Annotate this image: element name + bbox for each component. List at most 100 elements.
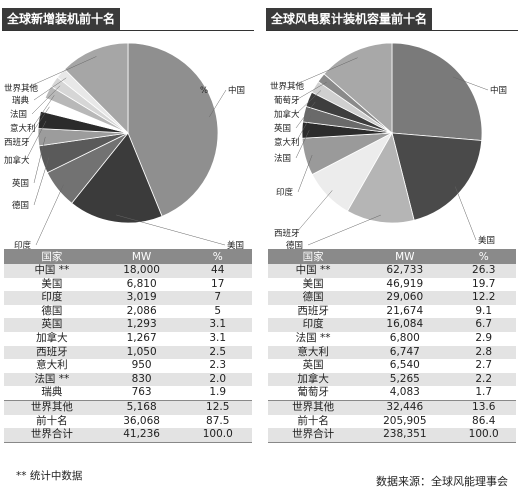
pie-label: 印度 [14, 240, 32, 249]
cell-country: 意大利 [268, 345, 359, 360]
pie-label: 世界其他 [4, 83, 39, 94]
cell-mw: 16,084 [358, 318, 452, 332]
cell-country: 世界其他 [4, 399, 100, 415]
table-row: 葡萄牙 4,083 1.7 [268, 386, 516, 401]
cell-country: 美国 [268, 277, 359, 292]
pie-label: 瑞典 [12, 95, 30, 106]
cell-country: 德国 [268, 291, 359, 305]
pie-leader-line [209, 89, 227, 118]
header-mw: MW [358, 249, 452, 264]
chart-title: 全球风电累计装机容量前十名 [266, 8, 433, 30]
pie-leader-line [295, 101, 316, 129]
table-row: 英国 6,540 2.7 [268, 359, 516, 373]
cell-mw: 6,810 [99, 277, 184, 292]
cell-mw: 6,540 [358, 359, 452, 373]
cell-country: 印度 [4, 291, 100, 305]
cell-mw: 62,733 [358, 264, 452, 278]
new-installation-table: 国家 MW % 中国 ** 18,000 44 美国 6,810 17 印度 3,019 7 德国… [4, 249, 252, 443]
cell-country: 世界合计 [268, 428, 359, 443]
table-row: 瑞典 763 1.9 [4, 386, 252, 401]
pie-label: 德国 [12, 200, 29, 211]
cell-mw: 6,800 [358, 331, 452, 346]
cell-percent: 100.0 [183, 428, 252, 443]
pie-leader-line [33, 136, 46, 184]
cell-percent: 1.9 [183, 386, 252, 401]
cell-country: 加拿大 [4, 331, 100, 346]
pie-label: 加拿大 [274, 109, 300, 120]
cell-mw: 238,351 [358, 428, 452, 443]
cell-country: 前十名 [4, 414, 100, 429]
cell-country: 法国 ** [4, 372, 100, 387]
pie-label: 美国 [478, 235, 495, 246]
cell-country: 美国 [4, 277, 100, 292]
cell-mw: 21,674 [358, 304, 452, 319]
pie-leader-line [452, 76, 489, 91]
pie-unit-label: % [200, 86, 208, 96]
cell-percent: 6.7 [451, 318, 516, 332]
cell-mw: 2,086 [99, 304, 184, 319]
data-source: 数据来源：全球风能理事会 [376, 475, 508, 488]
table-row: 西班牙 21,674 9.1 [268, 304, 516, 319]
cell-percent: 7 [183, 291, 252, 305]
cell-percent: 1.7 [451, 386, 516, 401]
table-row: 世界其他 5,168 12.5 [4, 399, 252, 415]
pie-label: 法国 [274, 153, 291, 164]
cell-country: 德国 [4, 304, 100, 319]
cell-country: 世界其他 [268, 399, 359, 415]
pie-label: 英国 [12, 178, 29, 189]
cumulative-capacity-panel: 全球风电累计装机容量前十名 中国 美国 德国 西班牙 印度 法国 意大利 英国 加拿大 葡萄牙 世界… [266, 0, 518, 443]
table-row: 加拿大 1,267 3.1 [4, 331, 252, 346]
cell-percent: 13.6 [451, 399, 516, 415]
pie-leader-line [116, 214, 226, 246]
cell-percent: 26.3 [451, 264, 516, 278]
table-row: 世界合计 238,351 100.0 [268, 428, 516, 443]
cell-percent: 100.0 [451, 428, 516, 443]
cell-percent: 19.7 [451, 277, 516, 292]
cell-percent: 87.5 [183, 414, 252, 429]
pie-slice-10 [63, 42, 129, 134]
chart-title: 全球新增装机前十名 [2, 8, 121, 30]
header-percent: % [451, 249, 516, 264]
table-row: 美国 6,810 17 [4, 277, 252, 292]
cell-country: 西班牙 [268, 304, 359, 319]
cell-country: 世界合计 [4, 428, 100, 443]
cell-percent: 2.9 [451, 331, 516, 346]
cell-country: 中国 ** [4, 264, 100, 278]
pie-label: 中国 [228, 85, 245, 96]
cell-mw: 36,068 [99, 414, 184, 429]
cell-country: 葡萄牙 [268, 386, 359, 401]
table-row: 印度 3,019 7 [4, 291, 252, 305]
header-country: 国家 [4, 249, 100, 264]
cell-percent: 2.0 [183, 372, 252, 387]
cell-country: 英国 [4, 318, 100, 332]
cell-country: 加拿大 [268, 372, 359, 387]
pie-leader-line [307, 214, 381, 246]
pie-leader-line [454, 186, 477, 241]
table-row: 英国 1,293 3.1 [4, 318, 252, 332]
header-country: 国家 [268, 249, 359, 264]
header-percent: % [183, 249, 252, 264]
table-row: 法国 ** 6,800 2.9 [268, 331, 516, 346]
cell-percent: 9.1 [451, 304, 516, 319]
cell-percent: 2.5 [183, 345, 252, 360]
table-header-row: 国家 MW % [4, 249, 252, 264]
pie-label: 印度 [276, 187, 294, 198]
table-row: 法国 ** 830 2.0 [4, 372, 252, 387]
pie-leader-line [31, 85, 61, 115]
cell-mw: 830 [99, 372, 184, 387]
cell-country: 法国 ** [268, 331, 359, 346]
cell-percent: 3.1 [183, 331, 252, 346]
cell-mw: 1,050 [99, 345, 184, 360]
pie-leader-line [295, 81, 327, 101]
pie-leader-line [291, 57, 358, 87]
cell-percent: 2.7 [451, 359, 516, 373]
cell-percent: 12.5 [183, 399, 252, 415]
pie-slice-1 [71, 132, 163, 224]
pie-slice-0 [391, 42, 483, 141]
cell-percent: 5 [183, 304, 252, 319]
pie-leader-line [25, 106, 50, 143]
pie-leader-line [295, 130, 310, 159]
cell-percent: 86.4 [451, 414, 516, 429]
cell-mw: 18,000 [99, 264, 184, 278]
cell-country: 中国 ** [268, 264, 359, 278]
